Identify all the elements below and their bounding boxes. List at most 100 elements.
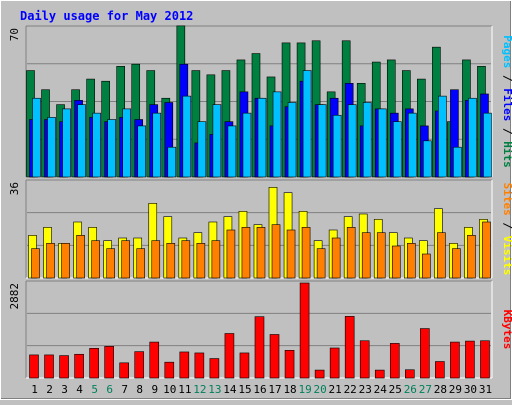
bar-pages-day-7 <box>122 108 131 178</box>
bar-sites-day-22 <box>346 227 356 279</box>
bar-sites-day-2 <box>46 243 55 279</box>
bar-pages-day-25 <box>392 121 402 178</box>
x-tick-label-day-26: 26 <box>404 383 417 396</box>
bar-sites-day-27 <box>422 253 431 279</box>
bar-kbytes-day-6 <box>104 346 114 379</box>
bar-pages-day-22 <box>347 104 357 178</box>
bar-sites-day-19 <box>301 227 311 279</box>
x-tick-label-day-6: 6 <box>106 383 113 396</box>
bar-sites-day-26 <box>407 243 416 279</box>
bar-sites-day-7 <box>121 240 130 279</box>
bar-sites-day-28 <box>437 232 446 279</box>
bar-sites-day-9 <box>151 240 161 279</box>
x-tick-label-day-5: 5 <box>91 383 98 396</box>
bar-kbytes-day-4 <box>74 353 84 379</box>
bar-pages-day-27 <box>423 140 432 178</box>
x-tick-label-day-18: 18 <box>283 383 296 396</box>
x-tick-label-day-24: 24 <box>374 383 388 396</box>
bar-sites-day-1 <box>31 248 40 279</box>
x-tick-label-day-9: 9 <box>151 383 158 396</box>
legend-part: Sites <box>501 183 512 216</box>
x-tick-label-day-4: 4 <box>76 383 83 396</box>
x-tick-label-day-30: 30 <box>464 383 477 396</box>
x-tick-label-day-8: 8 <box>136 383 143 396</box>
bar-kbytes-day-30 <box>465 340 475 379</box>
bar-kbytes-day-19 <box>299 282 310 379</box>
bar-kbytes-day-21 <box>329 347 340 379</box>
x-tick-label-day-11: 11 <box>178 383 191 396</box>
x-tick-label-day-3: 3 <box>61 383 68 396</box>
bar-pages-day-28 <box>438 95 447 178</box>
bar-kbytes-day-20 <box>314 369 325 379</box>
bar-kbytes-day-26 <box>405 369 415 379</box>
bar-pages-day-5 <box>92 112 101 178</box>
series-legend-label: KBytes <box>501 310 512 350</box>
x-tick-label-day-27: 27 <box>419 383 432 396</box>
legend-part: / <box>501 68 512 88</box>
bar-kbytes-day-11 <box>179 351 190 379</box>
bar-pages-day-15 <box>242 112 252 178</box>
bar-sites-day-13 <box>211 240 221 279</box>
bar-sites-day-14 <box>226 229 236 279</box>
bar-sites-day-25 <box>391 245 401 279</box>
bar-sites-day-15 <box>241 227 251 279</box>
bar-sites-day-30 <box>467 235 476 279</box>
bar-sites-day-18 <box>286 229 296 279</box>
x-tick-label-day-25: 25 <box>389 383 402 396</box>
y-max-label: 70 <box>8 28 21 41</box>
bar-kbytes-day-9 <box>149 341 160 379</box>
bar-pages-day-29 <box>453 146 462 178</box>
bar-kbytes-day-18 <box>284 350 295 379</box>
x-tick-label-day-23: 23 <box>359 383 372 396</box>
x-tick-label-day-20: 20 <box>314 383 327 396</box>
bar-sites-day-17 <box>271 224 281 279</box>
x-tick-label-day-16: 16 <box>253 383 266 396</box>
bar-sites-day-31 <box>482 221 491 279</box>
bar-pages-day-9 <box>152 112 162 178</box>
x-tick-label-day-7: 7 <box>121 383 128 396</box>
bar-sites-day-6 <box>106 248 115 279</box>
x-tick-label-day-14: 14 <box>223 383 237 396</box>
bar-sites-day-12 <box>196 243 206 279</box>
bar-sites-day-23 <box>361 232 371 279</box>
bar-kbytes-day-1 <box>29 354 39 379</box>
bar-pages-day-16 <box>257 97 267 178</box>
bar-pages-day-4 <box>77 104 86 178</box>
bar-pages-day-8 <box>137 125 147 178</box>
y-max-label: 2882 <box>8 283 21 310</box>
bar-sites-day-11 <box>181 240 191 279</box>
bar-sites-day-20 <box>316 248 326 279</box>
x-tick-label-day-28: 28 <box>434 383 447 396</box>
panel-kbytes: 2882 KBytes <box>8 280 512 379</box>
bar-kbytes-day-27 <box>420 328 430 379</box>
bar-kbytes-day-12 <box>194 352 205 379</box>
bar-pages-day-11 <box>182 95 192 178</box>
x-tick-label-day-22: 22 <box>344 383 357 396</box>
bar-kbytes-day-14 <box>224 333 235 379</box>
bar-sites-day-8 <box>136 248 146 279</box>
bar-pages-day-1 <box>32 97 41 178</box>
legend-part: Files <box>501 88 512 121</box>
bar-sites-day-16 <box>256 227 266 279</box>
legend-part: Hits <box>501 141 512 168</box>
x-tick-label-day-1: 1 <box>31 383 38 396</box>
x-tick-label-day-31: 31 <box>479 383 492 396</box>
y-max-label: 36 <box>8 182 21 195</box>
x-tick-label-day-15: 15 <box>238 383 251 396</box>
bar-sites-day-24 <box>376 232 386 279</box>
x-tick-label-day-13: 13 <box>208 383 221 396</box>
bar-pages-day-10 <box>167 146 177 178</box>
bar-pages-day-12 <box>197 121 207 178</box>
bar-sites-day-5 <box>91 240 100 279</box>
x-tick-label-day-2: 2 <box>46 383 53 396</box>
bar-kbytes-day-31 <box>480 340 490 379</box>
bar-pages-day-17 <box>272 91 282 178</box>
bar-kbytes-day-7 <box>119 362 129 379</box>
bar-kbytes-day-10 <box>164 361 175 379</box>
bar-kbytes-day-22 <box>344 316 355 379</box>
x-tick-label-day-17: 17 <box>268 383 281 396</box>
bar-pages-day-31 <box>483 112 492 178</box>
bar-kbytes-day-13 <box>209 358 220 379</box>
